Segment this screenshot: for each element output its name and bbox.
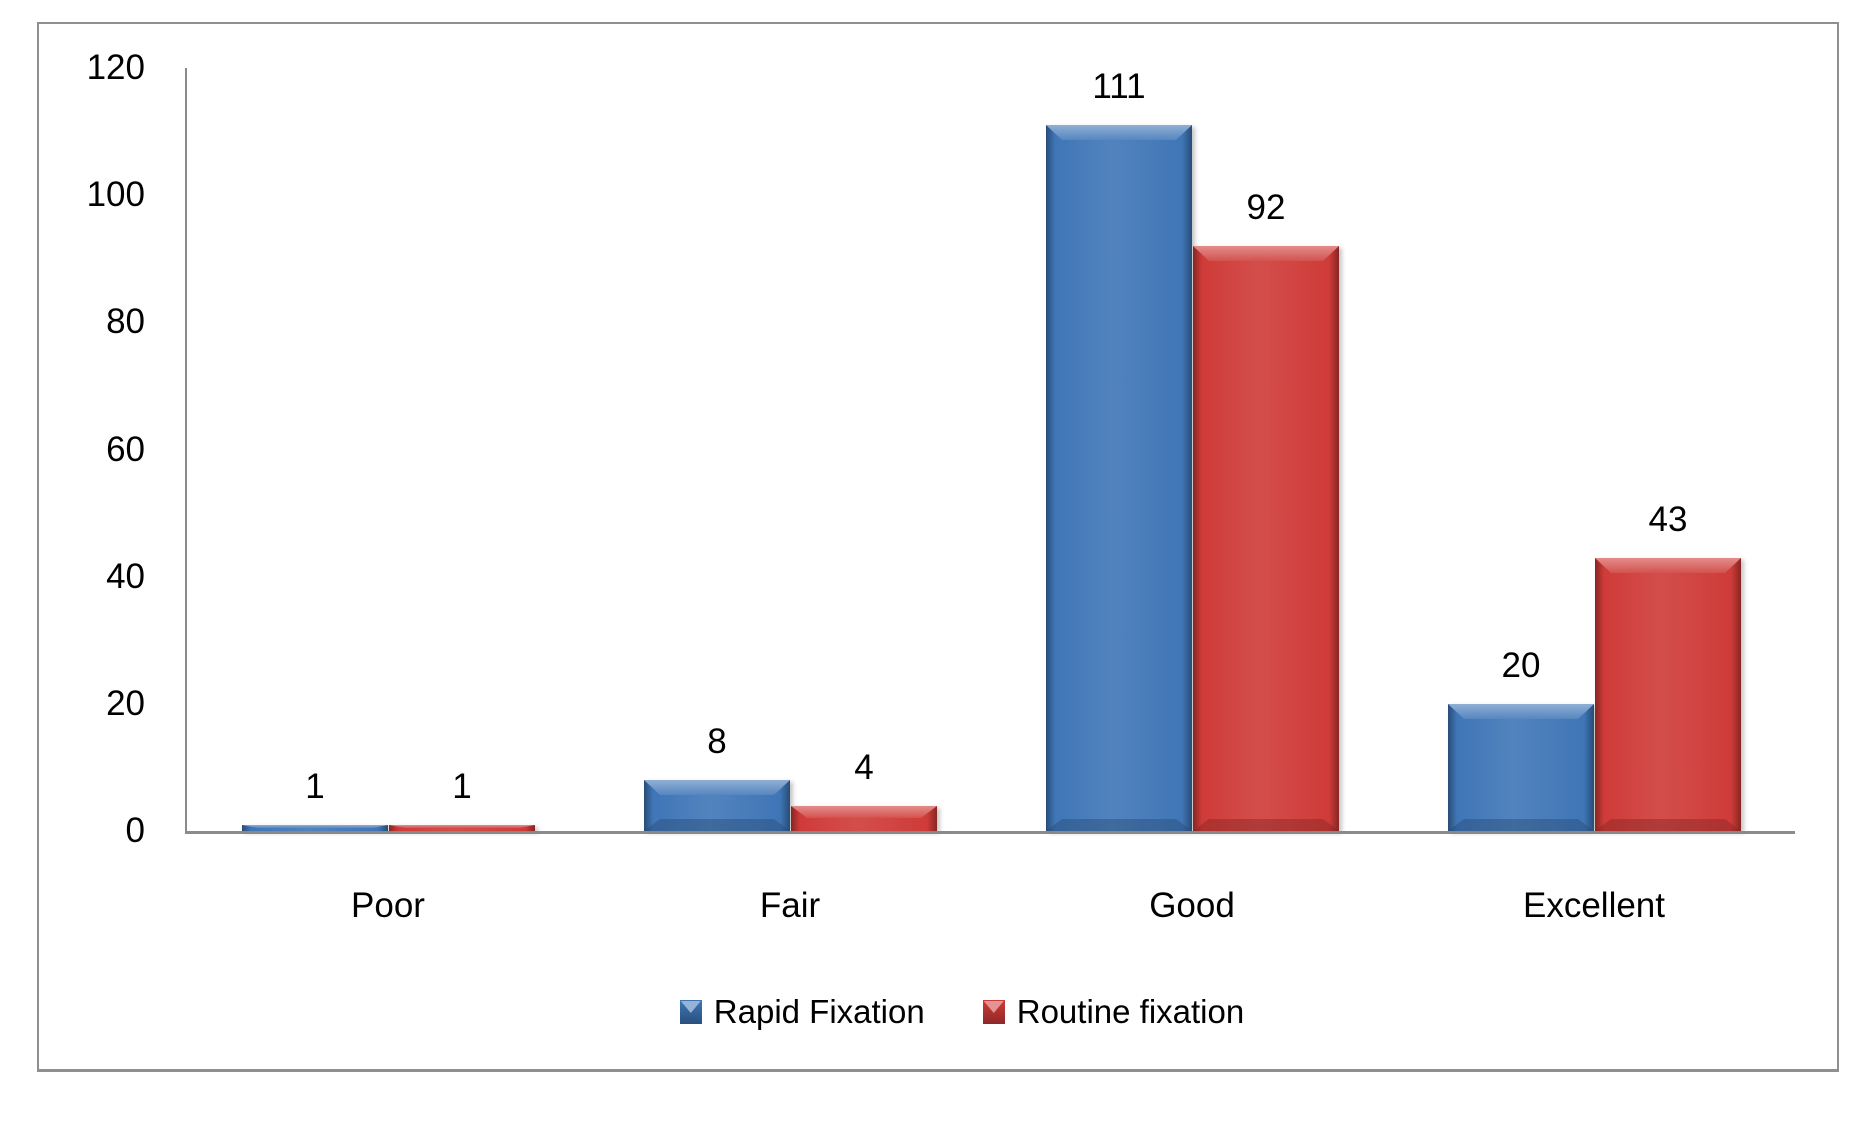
bar-routine-fixation-poor [389,825,535,831]
y-axis-tick-label: 20 [106,683,145,723]
bar-routine-fixation-excellent [1595,558,1741,831]
y-axis-tick-label: 80 [106,302,145,342]
x-axis-label-good: Good [1149,886,1235,925]
bar-rapid-fixation-good [1046,125,1192,831]
data-label-routine-fixation-fair: 4 [854,748,874,787]
y-axis-tick-label: 100 [86,175,145,215]
x-axis-label-poor: Poor [351,886,425,925]
y-axis-tick-label: 0 [125,811,145,850]
data-label-routine-fixation-poor: 1 [452,767,472,806]
data-label-rapid-fixation-fair: 8 [707,722,727,761]
legend-item-rapid-fixation: Rapid Fixation [679,990,925,1034]
y-axis-tick-label: 40 [106,556,145,596]
plot-area: 1 8 111 20 1 4 92 43 [185,67,1795,834]
legend-label: Routine fixation [1016,993,1245,1030]
bar-routine-fixation-fair [791,806,937,831]
y-axis-tick-label: 60 [106,429,145,469]
legend-item-routine-fixation: Routine fixation [982,990,1245,1034]
bar-rapid-fixation-poor [242,825,388,831]
legend-label: Rapid Fixation [713,993,925,1030]
data-label-rapid-fixation-excellent: 20 [1501,646,1541,685]
legend: Rapid Fixation Routine fixation [39,990,1837,1034]
chart-frame: 1 8 111 20 1 4 92 43 0 20 40 60 80 100 120 Poor Fair Go… [37,22,1839,1072]
bar-routine-fixation-good [1193,246,1339,831]
legend-swatch-icon [982,1000,1005,1024]
data-label-rapid-fixation-poor: 1 [305,767,325,806]
bar-rapid-fixation-fair [644,780,790,831]
bar-rapid-fixation-excellent [1448,704,1594,831]
data-label-rapid-fixation-good: 111 [1092,67,1146,106]
x-axis-label-fair: Fair [759,886,821,925]
data-label-routine-fixation-excellent: 43 [1648,500,1688,539]
legend-swatch-icon [679,1000,702,1024]
y-axis-tick-label: 120 [86,48,145,87]
data-label-routine-fixation-good: 92 [1246,188,1286,227]
x-axis-label-excellent: Excellent [1522,886,1666,925]
